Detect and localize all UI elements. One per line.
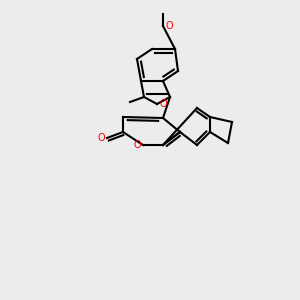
Text: O: O xyxy=(159,99,166,109)
Text: O: O xyxy=(98,133,105,143)
Text: O: O xyxy=(165,21,172,31)
Text: O: O xyxy=(134,140,141,150)
